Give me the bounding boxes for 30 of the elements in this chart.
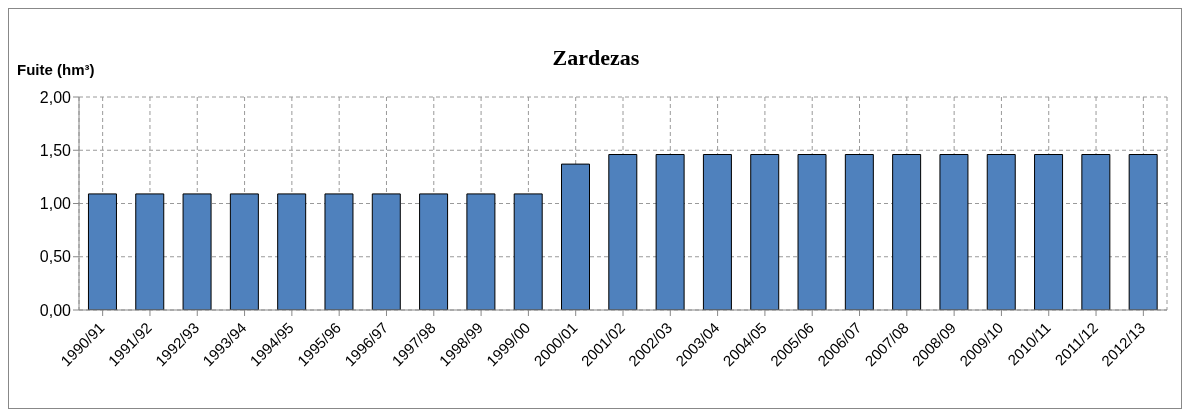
bar	[135, 193, 165, 310]
bar	[986, 154, 1016, 310]
bar	[939, 154, 969, 310]
bar	[324, 193, 354, 310]
bar	[277, 193, 307, 310]
bar	[702, 154, 732, 310]
bar	[87, 193, 117, 310]
bar	[655, 154, 685, 310]
y-tick-label: 0,50	[39, 248, 72, 266]
y-axis-title: Fuite (hm³)	[17, 61, 95, 78]
bar	[844, 154, 874, 310]
y-tick-label: 1,00	[39, 195, 72, 213]
bar	[229, 193, 259, 310]
bar	[419, 193, 449, 310]
bar	[1128, 154, 1158, 310]
y-tick-label: 1,50	[39, 141, 72, 159]
y-tick-label: 2,00	[39, 88, 72, 106]
bar	[371, 193, 401, 310]
y-tick-label: 0,00	[39, 301, 72, 319]
bar	[561, 163, 590, 310]
chart-title: Zardezas	[552, 45, 640, 70]
bar	[182, 193, 212, 310]
bar	[466, 193, 496, 310]
bar	[892, 154, 922, 310]
bar	[1081, 154, 1111, 310]
bar	[797, 154, 827, 310]
bar	[608, 154, 638, 310]
bar	[1034, 154, 1064, 310]
bar	[513, 193, 543, 310]
bar	[750, 154, 780, 310]
